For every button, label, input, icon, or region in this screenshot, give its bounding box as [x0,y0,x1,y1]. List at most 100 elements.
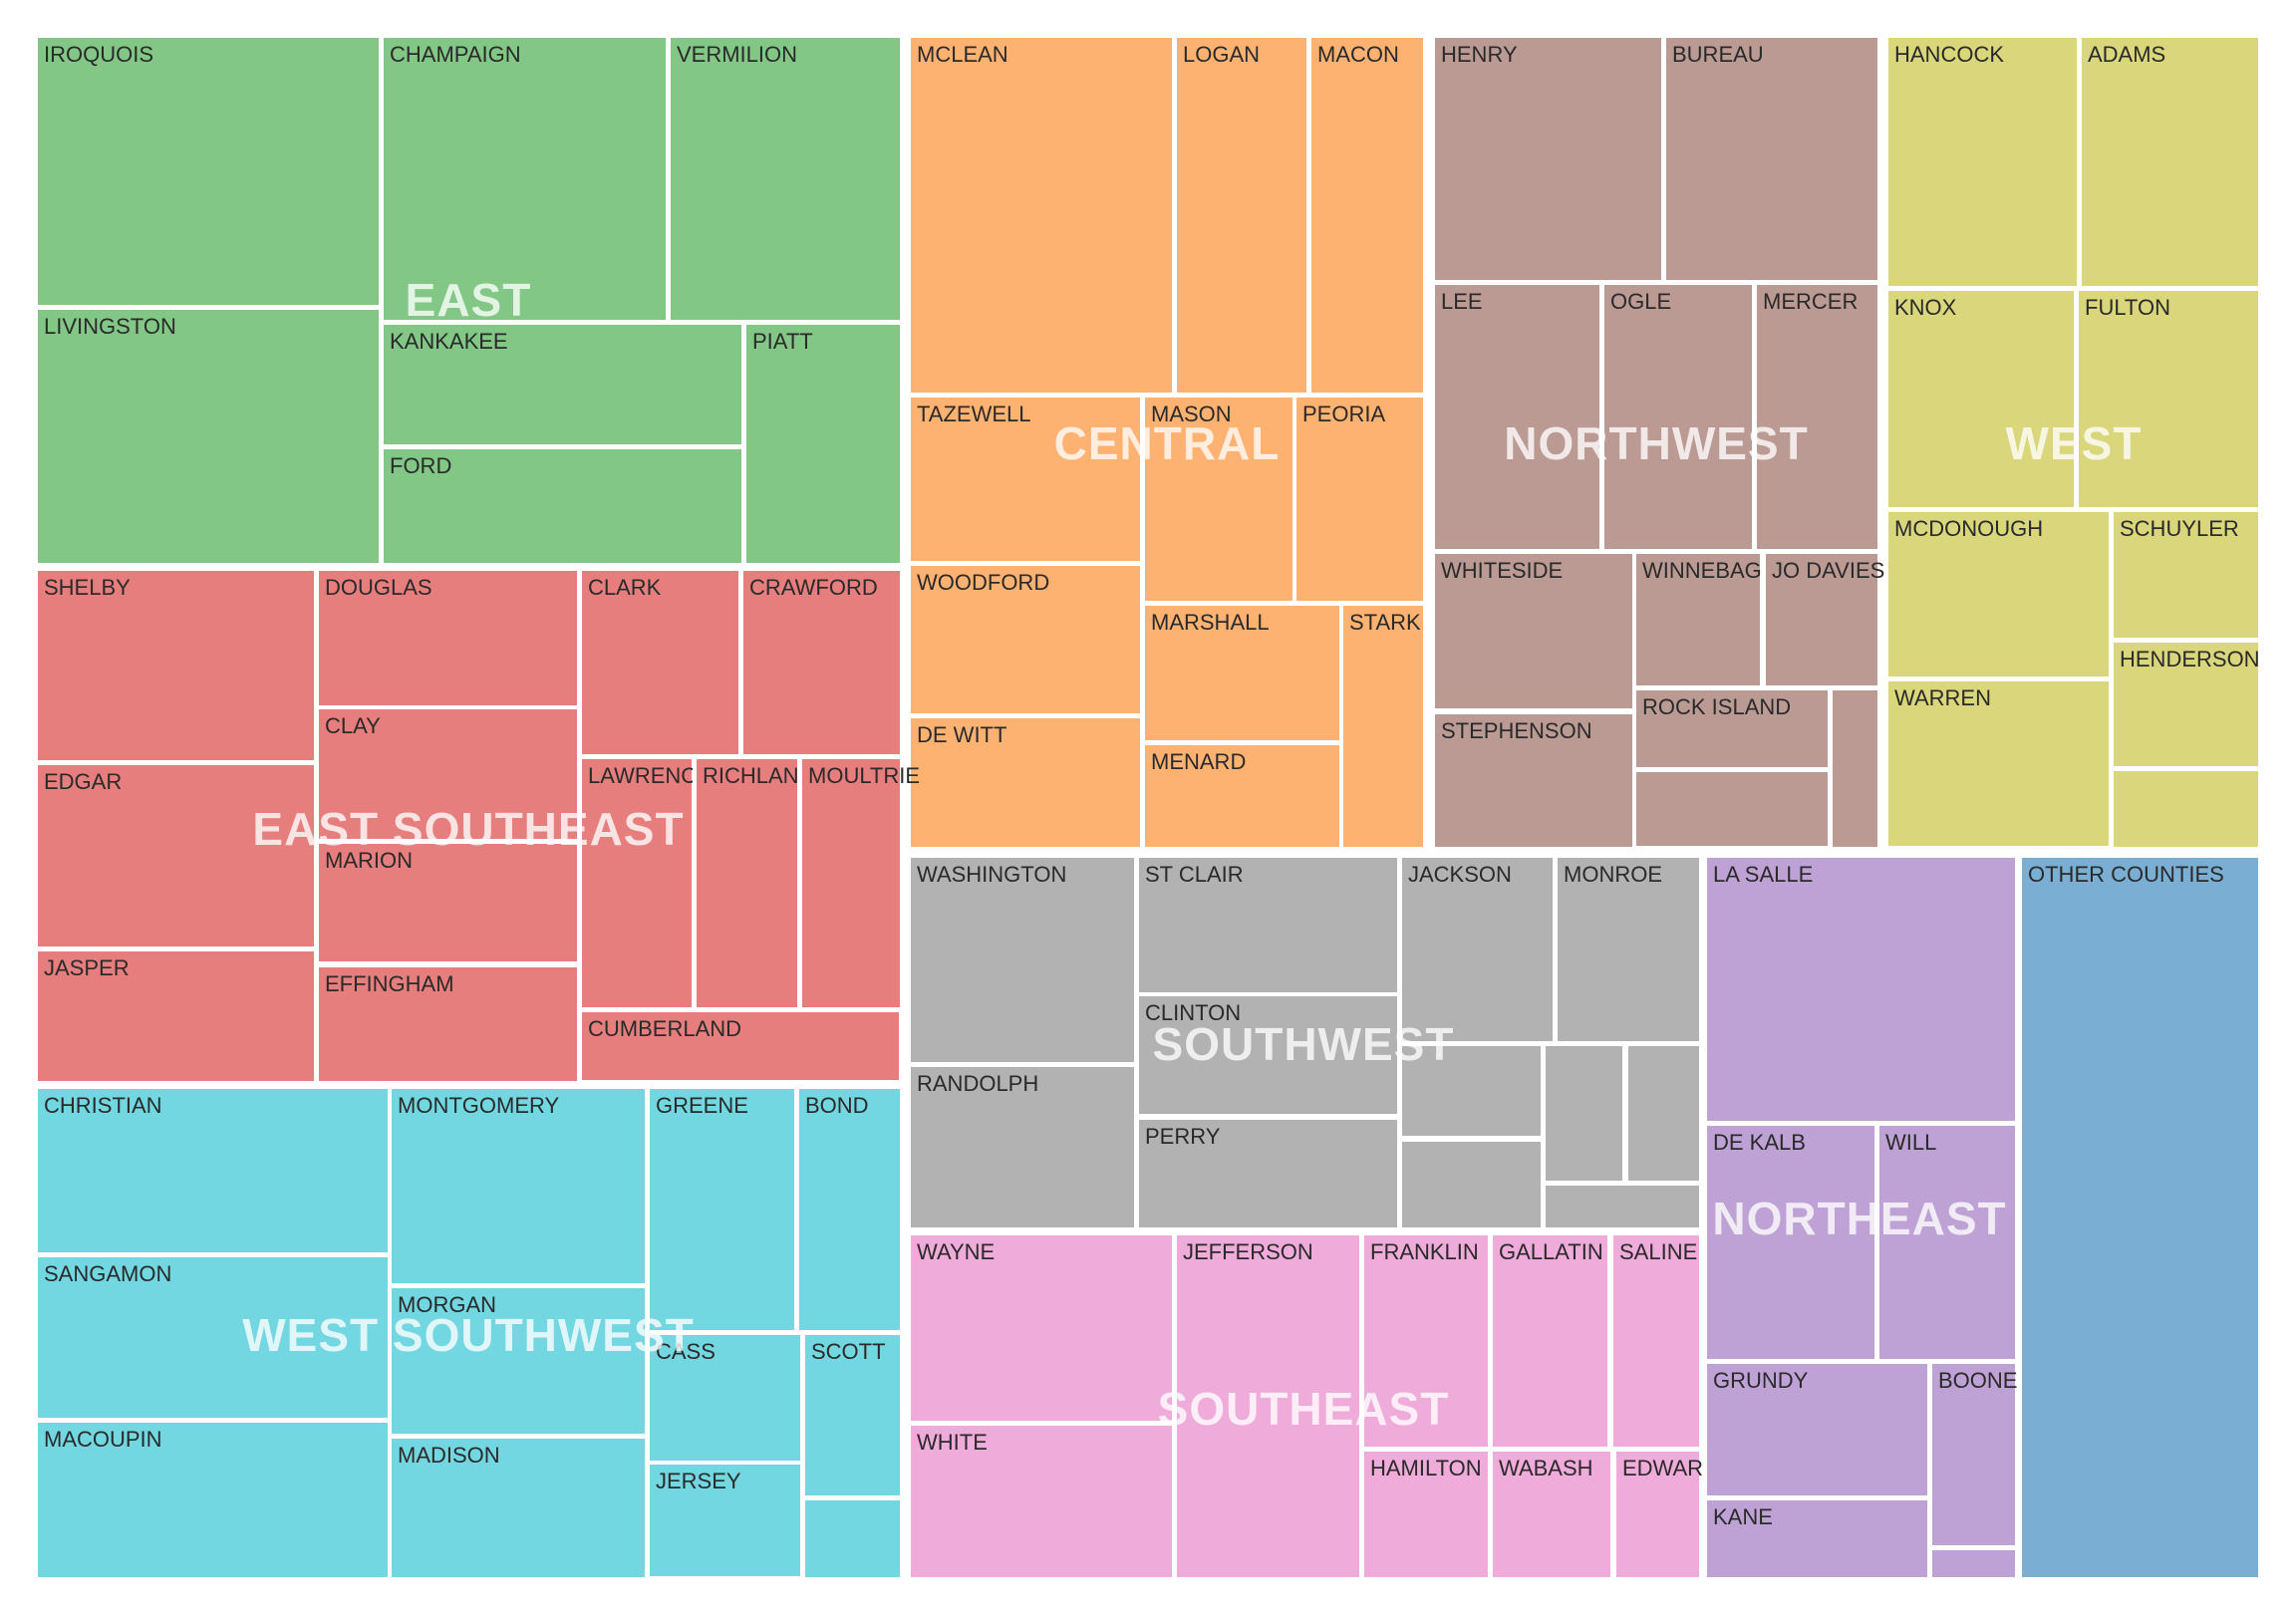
treemap-cell-washington[interactable]: WASHINGTON [907,854,1138,1066]
treemap-cell-wayne[interactable]: WAYNE [907,1231,1176,1425]
treemap-cell-northwest-unlabeled-11[interactable] [1829,686,1881,851]
treemap-cell-will[interactable]: WILL [1875,1122,2019,1363]
treemap-cell-fulton[interactable]: FULTON [2075,287,2262,511]
treemap-cell-southwest-unlabeled-11[interactable] [1542,1182,1703,1231]
treemap-cell-grundy[interactable]: GRUNDY [1703,1360,1931,1499]
treemap-cell-jefferson[interactable]: JEFFERSON [1173,1231,1363,1581]
treemap-cell-henry[interactable]: HENRY [1431,34,1665,284]
treemap-cell-richland[interactable]: RICHLAND [693,755,814,1011]
treemap-cell-woodford[interactable]: WOODFORD [907,562,1144,717]
county-label: DE KALB [1713,1130,1806,1155]
treemap-cell-southwest-unlabeled-10[interactable] [1398,1138,1545,1231]
treemap-cell-white[interactable]: WHITE [907,1422,1176,1581]
treemap-cell-christian[interactable]: CHRISTIAN [34,1085,392,1256]
treemap-cell-lee[interactable]: LEE [1431,281,1603,553]
treemap-cell-cumberland[interactable]: CUMBERLAND [578,1008,903,1084]
treemap-cell-stark[interactable]: STARK [1339,602,1427,851]
treemap-cell-other-counties[interactable]: OTHER COUNTIES [2018,854,2262,1581]
treemap-cell-whiteside[interactable]: WHITESIDE [1431,550,1636,712]
treemap-cell-menard[interactable]: MENARD [1141,741,1343,851]
treemap-cell-ogle[interactable]: OGLE [1600,281,1756,553]
treemap-cell-edwards[interactable]: EDWARDS [1612,1448,1734,1581]
treemap-cell-clay[interactable]: CLAY [315,705,581,843]
treemap-cell-marion[interactable]: MARION [315,840,581,965]
treemap-cell-morgan[interactable]: MORGAN [388,1284,649,1438]
treemap-cell-jersey[interactable]: JERSEY [646,1461,804,1580]
treemap-cell-montgomery[interactable]: MONTGOMERY [388,1085,649,1287]
treemap-cell-marshall[interactable]: MARSHALL [1141,602,1343,744]
treemap-cell-livingston[interactable]: LIVINGSTON [34,306,383,567]
treemap-cell-macon[interactable]: MACON [1307,34,1427,397]
treemap-cell-mclean[interactable]: MCLEAN [907,34,1176,397]
treemap-cell-warren[interactable]: WARREN [1884,677,2113,850]
treemap-cell-de-witt[interactable]: DE WITT [907,714,1144,851]
treemap-cell-boone[interactable]: BOONE [1928,1360,2019,1549]
county-label: WHITE [917,1430,988,1455]
county-label: PERRY [1145,1124,1221,1149]
treemap-cell-mcdonough[interactable]: MCDONOUGH [1884,508,2113,680]
treemap-cell-southwest-unlabeled-9[interactable] [1624,1042,1703,1185]
treemap-cell-northwest-unlabeled-10[interactable] [1632,768,1832,850]
treemap-cell-west-unlabeled-8[interactable] [2110,767,2262,851]
treemap-cell-greene[interactable]: GREENE [646,1085,798,1334]
treemap-cell-adams[interactable]: ADAMS [2078,34,2262,290]
treemap-cell-schuyler[interactable]: SCHUYLER [2110,508,2262,642]
county-label: STEPHENSON [1441,718,1592,743]
treemap-cell-douglas[interactable]: DOUGLAS [315,567,581,709]
county-label: BUREAU [1672,42,1764,67]
treemap-cell-logan[interactable]: LOGAN [1173,34,1310,397]
treemap-cell-la-salle[interactable]: LA SALLE [1703,854,2019,1125]
treemap-cell-franklin[interactable]: FRANKLIN [1360,1231,1492,1451]
treemap-cell-mercer[interactable]: MERCER [1753,281,1881,553]
treemap-cell-ford[interactable]: FORD [380,445,745,567]
treemap-cell-henderson[interactable]: HENDERSON [2110,639,2262,770]
treemap-cell-gallatin[interactable]: GALLATIN [1489,1231,1611,1451]
treemap-cell-hamilton[interactable]: HAMILTON [1360,1448,1492,1581]
treemap-cell-macoupin[interactable]: MACOUPIN [34,1419,392,1581]
treemap-cell-vermilion[interactable]: VERMILION [667,34,904,324]
treemap-cell-madison[interactable]: MADISON [388,1435,649,1581]
treemap-cell-saline[interactable]: SALINE [1609,1231,1703,1451]
county-label: MOULTRIE [808,763,921,788]
treemap-cell-lawrence[interactable]: LAWRENCE [578,755,712,1011]
treemap-cell-hancock[interactable]: HANCOCK [1884,34,2081,290]
treemap-cell-shelby[interactable]: SHELBY [34,567,318,764]
treemap-cell-stephenson[interactable]: STEPHENSON [1431,710,1636,851]
treemap-cell-iroquois[interactable]: IROQUOIS [34,34,383,309]
treemap-cell-peoria[interactable]: PEORIA [1292,394,1427,605]
treemap-cell-sangamon[interactable]: SANGAMON [34,1253,392,1422]
treemap-cell-clinton[interactable]: CLINTON [1135,992,1401,1118]
treemap-cell-clark[interactable]: CLARK [578,567,742,758]
treemap-cell-wabash[interactable]: WABASH [1489,1448,1614,1581]
treemap-cell-mason[interactable]: MASON [1141,394,1296,605]
treemap-cell-kane[interactable]: KANE [1703,1496,1931,1581]
treemap-cell-champaign[interactable]: CHAMPAIGN [380,34,670,324]
treemap-cell-southwest-unlabeled-7[interactable] [1398,1042,1545,1140]
treemap-cell-kankakee[interactable]: KANKAKEE [380,321,745,448]
county-label: CASS [656,1339,716,1364]
treemap-cell-rock-island[interactable]: ROCK ISLAND [1632,686,1832,771]
treemap-cell-tazewell[interactable]: TAZEWELL [907,394,1144,565]
treemap-cell-de-kalb[interactable]: DE KALB [1703,1122,1878,1363]
treemap-cell-jasper[interactable]: JASPER [34,947,318,1085]
treemap-cell-piatt[interactable]: PIATT [742,321,904,567]
treemap-cell-effingham[interactable]: EFFINGHAM [315,963,581,1085]
treemap-cell-perry[interactable]: PERRY [1135,1116,1401,1231]
treemap-cell-west-southwest-unlabeled-11[interactable] [801,1496,904,1581]
treemap-cell-cass[interactable]: CASS [646,1331,804,1465]
treemap-cell-knox[interactable]: KNOX [1884,287,2078,511]
treemap-cell-southwest-unlabeled-8[interactable] [1542,1042,1626,1185]
treemap-cell-moultrie[interactable]: MOULTRIE [798,755,920,1011]
treemap-cell-bond[interactable]: BOND [795,1085,904,1334]
treemap-cell-bureau[interactable]: BUREAU [1662,34,1881,284]
treemap-cell-jo-daviess[interactable]: JO DAVIESS [1762,550,1899,689]
treemap-cell-jackson[interactable]: JACKSON [1398,854,1557,1045]
treemap-cell-winnebago[interactable]: WINNEBAGO [1632,550,1779,689]
treemap-cell-scott[interactable]: SCOTT [801,1331,904,1499]
treemap-cell-northeast-unlabeled-6[interactable] [1928,1546,2019,1581]
treemap-cell-randolph[interactable]: RANDOLPH [907,1063,1138,1231]
treemap-cell-st-clair[interactable]: ST CLAIR [1135,854,1401,996]
treemap-cell-edgar[interactable]: EDGAR [34,761,318,950]
treemap-cell-crawford[interactable]: CRAWFORD [739,567,904,758]
treemap-cell-monroe[interactable]: MONROE [1554,854,1703,1045]
